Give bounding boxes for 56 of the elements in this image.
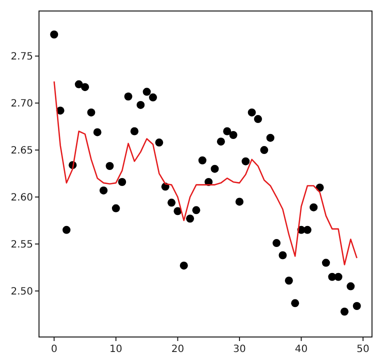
point bbox=[260, 146, 268, 154]
point bbox=[303, 226, 312, 234]
point bbox=[352, 302, 361, 310]
point bbox=[216, 138, 225, 146]
point bbox=[74, 80, 83, 88]
point bbox=[248, 108, 256, 116]
point bbox=[272, 239, 281, 248]
y-tick-label: 2.75 bbox=[10, 52, 33, 63]
point bbox=[322, 258, 330, 267]
point bbox=[174, 207, 182, 216]
point bbox=[186, 214, 194, 223]
point bbox=[266, 134, 274, 142]
point bbox=[310, 203, 318, 212]
line-series bbox=[53, 80, 358, 266]
point bbox=[223, 127, 232, 136]
point bbox=[93, 128, 102, 136]
point bbox=[136, 100, 145, 109]
point bbox=[340, 308, 349, 316]
x-tick-label: 30 bbox=[233, 344, 246, 355]
point bbox=[142, 88, 151, 96]
point bbox=[130, 127, 138, 136]
x-tick-label: 0 bbox=[50, 344, 58, 355]
point bbox=[346, 282, 355, 290]
point bbox=[124, 92, 132, 100]
point bbox=[192, 206, 200, 214]
point bbox=[198, 156, 206, 164]
y-tick-label: 2.55 bbox=[10, 239, 33, 250]
x-tick-label: 10 bbox=[110, 344, 122, 355]
point bbox=[62, 226, 70, 234]
point bbox=[100, 186, 108, 194]
x-tick-label: 40 bbox=[294, 344, 308, 355]
y-tick-label: 2.65 bbox=[10, 146, 33, 157]
point bbox=[118, 178, 126, 186]
point bbox=[112, 204, 120, 212]
point bbox=[168, 198, 176, 207]
point bbox=[229, 131, 238, 140]
y-tick-label: 2.70 bbox=[10, 98, 33, 110]
point bbox=[106, 162, 114, 170]
point bbox=[235, 198, 244, 206]
x-tick-label: 20 bbox=[171, 344, 184, 355]
point bbox=[334, 272, 342, 281]
point bbox=[242, 157, 250, 166]
point bbox=[81, 83, 90, 92]
y-tick-label: 2.60 bbox=[10, 192, 33, 204]
point bbox=[284, 276, 293, 285]
point bbox=[291, 299, 300, 308]
point bbox=[148, 93, 157, 102]
x-tick-label: 50 bbox=[356, 344, 370, 355]
point bbox=[278, 251, 287, 260]
point bbox=[155, 138, 164, 147]
point bbox=[87, 108, 96, 116]
point bbox=[254, 115, 262, 124]
y-tick-label: 2.50 bbox=[10, 286, 33, 298]
point bbox=[210, 164, 219, 173]
point bbox=[50, 30, 58, 38]
point bbox=[180, 262, 188, 270]
